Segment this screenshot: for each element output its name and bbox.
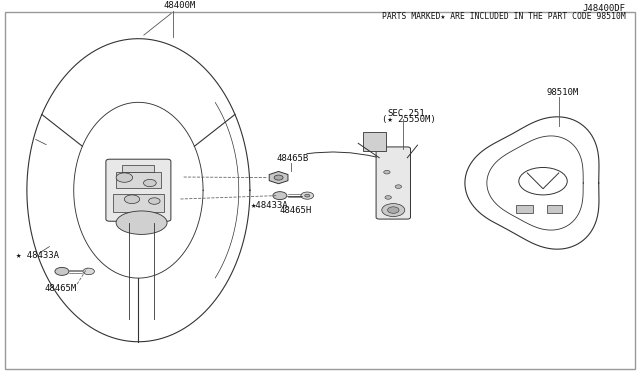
- Text: PARTS MARKED★ ARE INCLUDED IN THE PART CODE 98510M: PARTS MARKED★ ARE INCLUDED IN THE PART C…: [382, 12, 626, 20]
- Circle shape: [274, 175, 283, 180]
- Bar: [122, 165, 154, 172]
- Text: 48465M: 48465M: [45, 284, 77, 293]
- Text: 48465H: 48465H: [280, 206, 312, 215]
- Text: (★ 25550M): (★ 25550M): [382, 115, 436, 124]
- Bar: [363, 132, 386, 151]
- Circle shape: [55, 267, 69, 275]
- Circle shape: [384, 170, 390, 174]
- Bar: [116, 172, 161, 188]
- Circle shape: [388, 207, 399, 213]
- Circle shape: [124, 195, 140, 203]
- Circle shape: [385, 196, 392, 199]
- Circle shape: [143, 179, 156, 187]
- Circle shape: [395, 185, 401, 188]
- Circle shape: [83, 268, 95, 275]
- Bar: [113, 194, 164, 212]
- Text: ★48433A: ★48433A: [251, 201, 289, 210]
- Circle shape: [305, 194, 310, 197]
- Text: 48400M: 48400M: [164, 1, 196, 10]
- Bar: [516, 205, 534, 212]
- Polygon shape: [269, 171, 288, 184]
- Circle shape: [273, 192, 287, 200]
- Circle shape: [301, 192, 314, 199]
- Text: ★ 48433A: ★ 48433A: [16, 251, 59, 260]
- Circle shape: [116, 173, 132, 182]
- Bar: [547, 205, 561, 212]
- Ellipse shape: [116, 211, 167, 234]
- Circle shape: [382, 203, 404, 217]
- Text: SEC.251: SEC.251: [387, 109, 424, 118]
- FancyBboxPatch shape: [106, 159, 171, 221]
- FancyBboxPatch shape: [376, 147, 410, 219]
- Text: 98510M: 98510M: [546, 88, 579, 97]
- Text: 48465B: 48465B: [276, 154, 308, 163]
- Text: J48400DF: J48400DF: [583, 4, 626, 13]
- Circle shape: [148, 198, 160, 204]
